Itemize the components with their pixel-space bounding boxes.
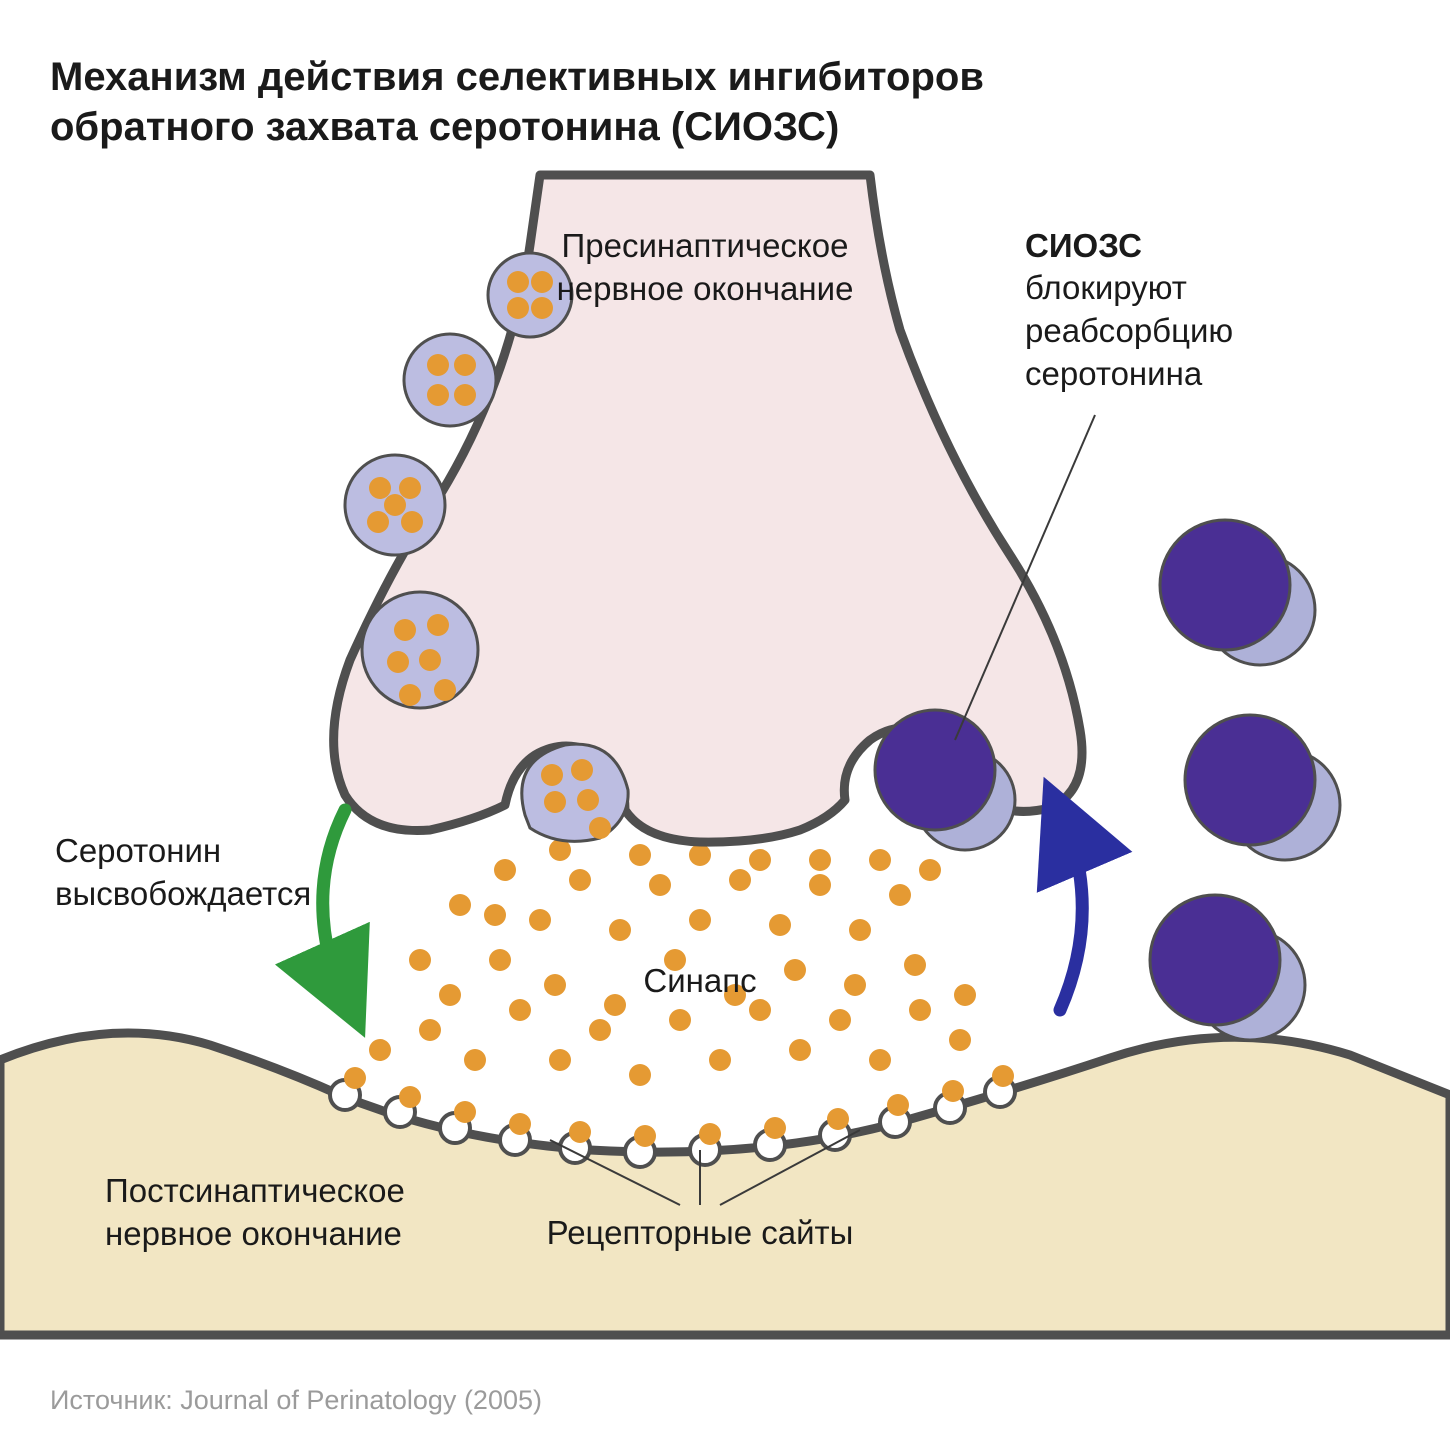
label-ssri-text: блокируютреабсорбциюсеротонина	[1025, 267, 1233, 396]
fusing-vesicle	[522, 744, 628, 841]
label-synapse: Синапс	[610, 960, 790, 1003]
label-presynaptic: Пресинаптическоенервное окончание	[490, 225, 920, 311]
label-serotonin-release: Серотонинвысвобождается	[55, 830, 311, 916]
diagram-canvas: Механизм действия селективных ингибиторо…	[0, 0, 1450, 1450]
label-postsynaptic: Постсинаптическоенервное окончание	[105, 1170, 405, 1256]
release-arrow	[323, 810, 348, 1000]
reuptake-arrow	[1060, 815, 1082, 1010]
label-ssri-bold: СИОЗС	[1025, 225, 1142, 268]
label-receptor-sites: Рецепторные сайты	[500, 1212, 900, 1255]
diagram-title: Механизм действия селективных ингибиторо…	[50, 52, 1150, 152]
source-credit: Источник: Journal of Perinatology (2005)	[50, 1385, 542, 1416]
